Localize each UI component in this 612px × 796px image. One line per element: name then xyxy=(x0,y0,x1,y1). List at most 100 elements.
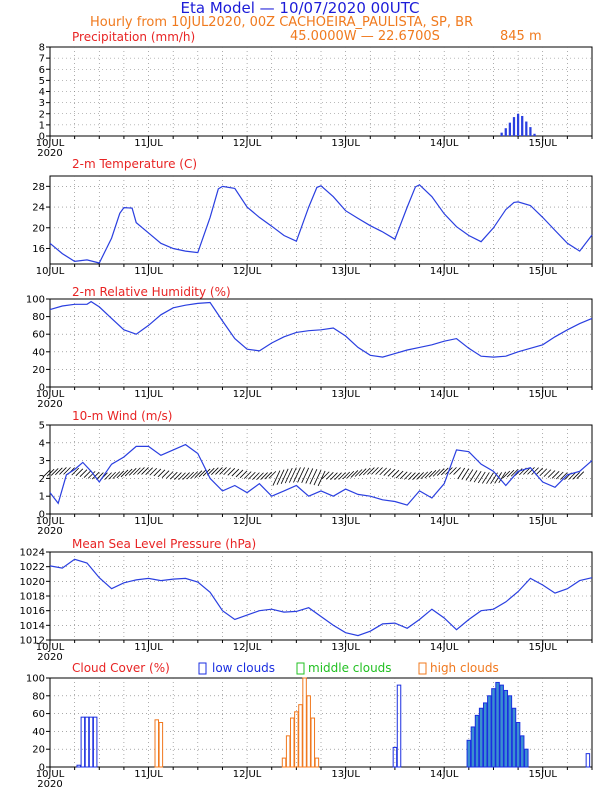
low-cloud-bar xyxy=(80,716,86,768)
cloud-xtick-label: 10JUL xyxy=(36,769,65,780)
wind-barb xyxy=(457,467,466,480)
low-cloud-bar xyxy=(491,688,496,768)
precip-xtick-label: 12JUL xyxy=(233,138,262,149)
rh-panel-title: 2-m Relative Humidity (%) xyxy=(72,285,231,299)
wind-barb xyxy=(50,468,59,476)
cloud-xtick-label: 14JUL xyxy=(430,769,459,780)
mslp-xtick-label: 14JUL xyxy=(430,642,459,653)
cloud-ytick-label: 60 xyxy=(32,709,45,720)
wind-barb xyxy=(161,470,170,478)
location-line: Hourly from 10JUL2020, 00Z CACHOEIRA_PAU… xyxy=(90,15,473,30)
mslp-ytick-label: 1018 xyxy=(20,592,45,603)
wind-barb xyxy=(190,471,199,479)
wind-barb xyxy=(284,467,293,484)
chart-title: Eta Model — 10/07/2020 00UTC xyxy=(181,0,420,17)
wind-barb xyxy=(297,467,305,483)
wind-barb xyxy=(514,468,523,476)
mslp-panel-title: Mean Sea Level Pressure (hPa) xyxy=(72,537,256,551)
wind-barb xyxy=(510,468,519,477)
wind-barb xyxy=(330,472,338,480)
wind-xtick-label: 15JUL xyxy=(528,516,557,527)
precip-bar xyxy=(529,127,532,136)
wind-barb xyxy=(560,472,568,480)
wind-barb xyxy=(215,467,223,475)
temp-xtick-label: 13JUL xyxy=(331,266,360,277)
wind-barb xyxy=(547,470,556,478)
wind-barb xyxy=(387,469,396,477)
temp-xtick-label: 10JUL xyxy=(36,266,65,277)
wind-barb xyxy=(293,467,301,483)
wind-barb xyxy=(79,469,88,477)
wind-xtick-label: 14JUL xyxy=(430,516,459,527)
wind-barb xyxy=(71,467,80,476)
cloud-year-label: 2020 xyxy=(37,779,62,790)
wind-xtick-label: 12JUL xyxy=(233,516,262,527)
wind-ytick-label: 1 xyxy=(39,492,45,503)
wind-barb xyxy=(362,467,371,476)
mslp-xtick-label: 15JUL xyxy=(528,642,557,653)
mslp-ytick-label: 1022 xyxy=(20,562,45,573)
wind-barb xyxy=(239,470,248,479)
wind-barb xyxy=(527,467,535,475)
wind-barb xyxy=(46,468,55,477)
wind-barb xyxy=(83,470,92,478)
wind-barb xyxy=(108,471,116,480)
wind-barb xyxy=(428,469,437,478)
wind-barb xyxy=(289,467,297,483)
rh-year-label: 2020 xyxy=(37,399,62,410)
rh-xtick-label: 11JUL xyxy=(134,389,163,400)
wind-barb xyxy=(334,472,342,480)
rh-ytick-label: 100 xyxy=(26,295,45,306)
temp-series-line xyxy=(49,184,593,264)
wind-barb xyxy=(494,472,503,484)
wind-barb xyxy=(395,470,404,479)
precip-bar xyxy=(508,122,512,136)
wind-barb xyxy=(506,469,515,478)
wind-barb xyxy=(178,472,186,481)
wind-barb xyxy=(321,471,330,480)
wind-barb xyxy=(153,468,162,477)
wind-barb xyxy=(165,471,174,479)
wind-barb xyxy=(502,470,511,479)
cloud-ytick-label: 40 xyxy=(32,727,45,738)
wind-panel-title: 10-m Wind (m/s) xyxy=(72,409,172,423)
precip-xtick-label: 11JUL xyxy=(134,138,163,149)
legend-high-label: high clouds xyxy=(430,661,499,675)
wind-barb xyxy=(375,467,383,475)
precip-ytick-label: 6 xyxy=(39,65,45,76)
high-cloud-bar xyxy=(298,704,303,768)
rh-xtick-label: 10JUL xyxy=(36,389,65,400)
wind-barb xyxy=(338,472,346,480)
precip-ytick-label: 8 xyxy=(39,43,45,54)
wind-barb xyxy=(120,469,129,478)
wind-barb xyxy=(576,471,585,479)
high-cloud-bar xyxy=(310,717,316,768)
low-cloud-bar xyxy=(487,695,492,768)
temp-ytick-label: 24 xyxy=(32,203,45,214)
wind-xtick-label: 10JUL xyxy=(36,516,65,527)
wind-barb xyxy=(449,467,457,475)
wind-barb xyxy=(264,471,273,480)
wind-barb xyxy=(87,471,96,479)
mslp-series-line xyxy=(49,558,593,637)
wind-barb xyxy=(420,471,429,480)
legend-high-swatch xyxy=(418,662,427,675)
rh-series-line xyxy=(49,300,593,358)
cloud-panel-title: Cloud Cover (%) xyxy=(72,661,170,675)
wind-barb xyxy=(235,469,244,478)
low-cloud-bar xyxy=(466,739,472,768)
wind-barb xyxy=(186,471,194,480)
high-cloud-bar xyxy=(314,757,320,768)
temp-xtick-label: 11JUL xyxy=(134,266,163,277)
high-cloud-bar xyxy=(294,711,299,768)
wind-barb xyxy=(227,468,236,476)
cloud-ytick-label: 80 xyxy=(32,691,45,702)
cloud-xtick-label: 15JUL xyxy=(528,769,557,780)
wind-barb xyxy=(198,469,207,478)
precip-bar xyxy=(525,121,528,136)
wind-barb xyxy=(182,472,190,480)
wind-barb xyxy=(157,469,166,478)
wind-barb xyxy=(112,471,121,479)
wind-barb xyxy=(42,469,51,478)
